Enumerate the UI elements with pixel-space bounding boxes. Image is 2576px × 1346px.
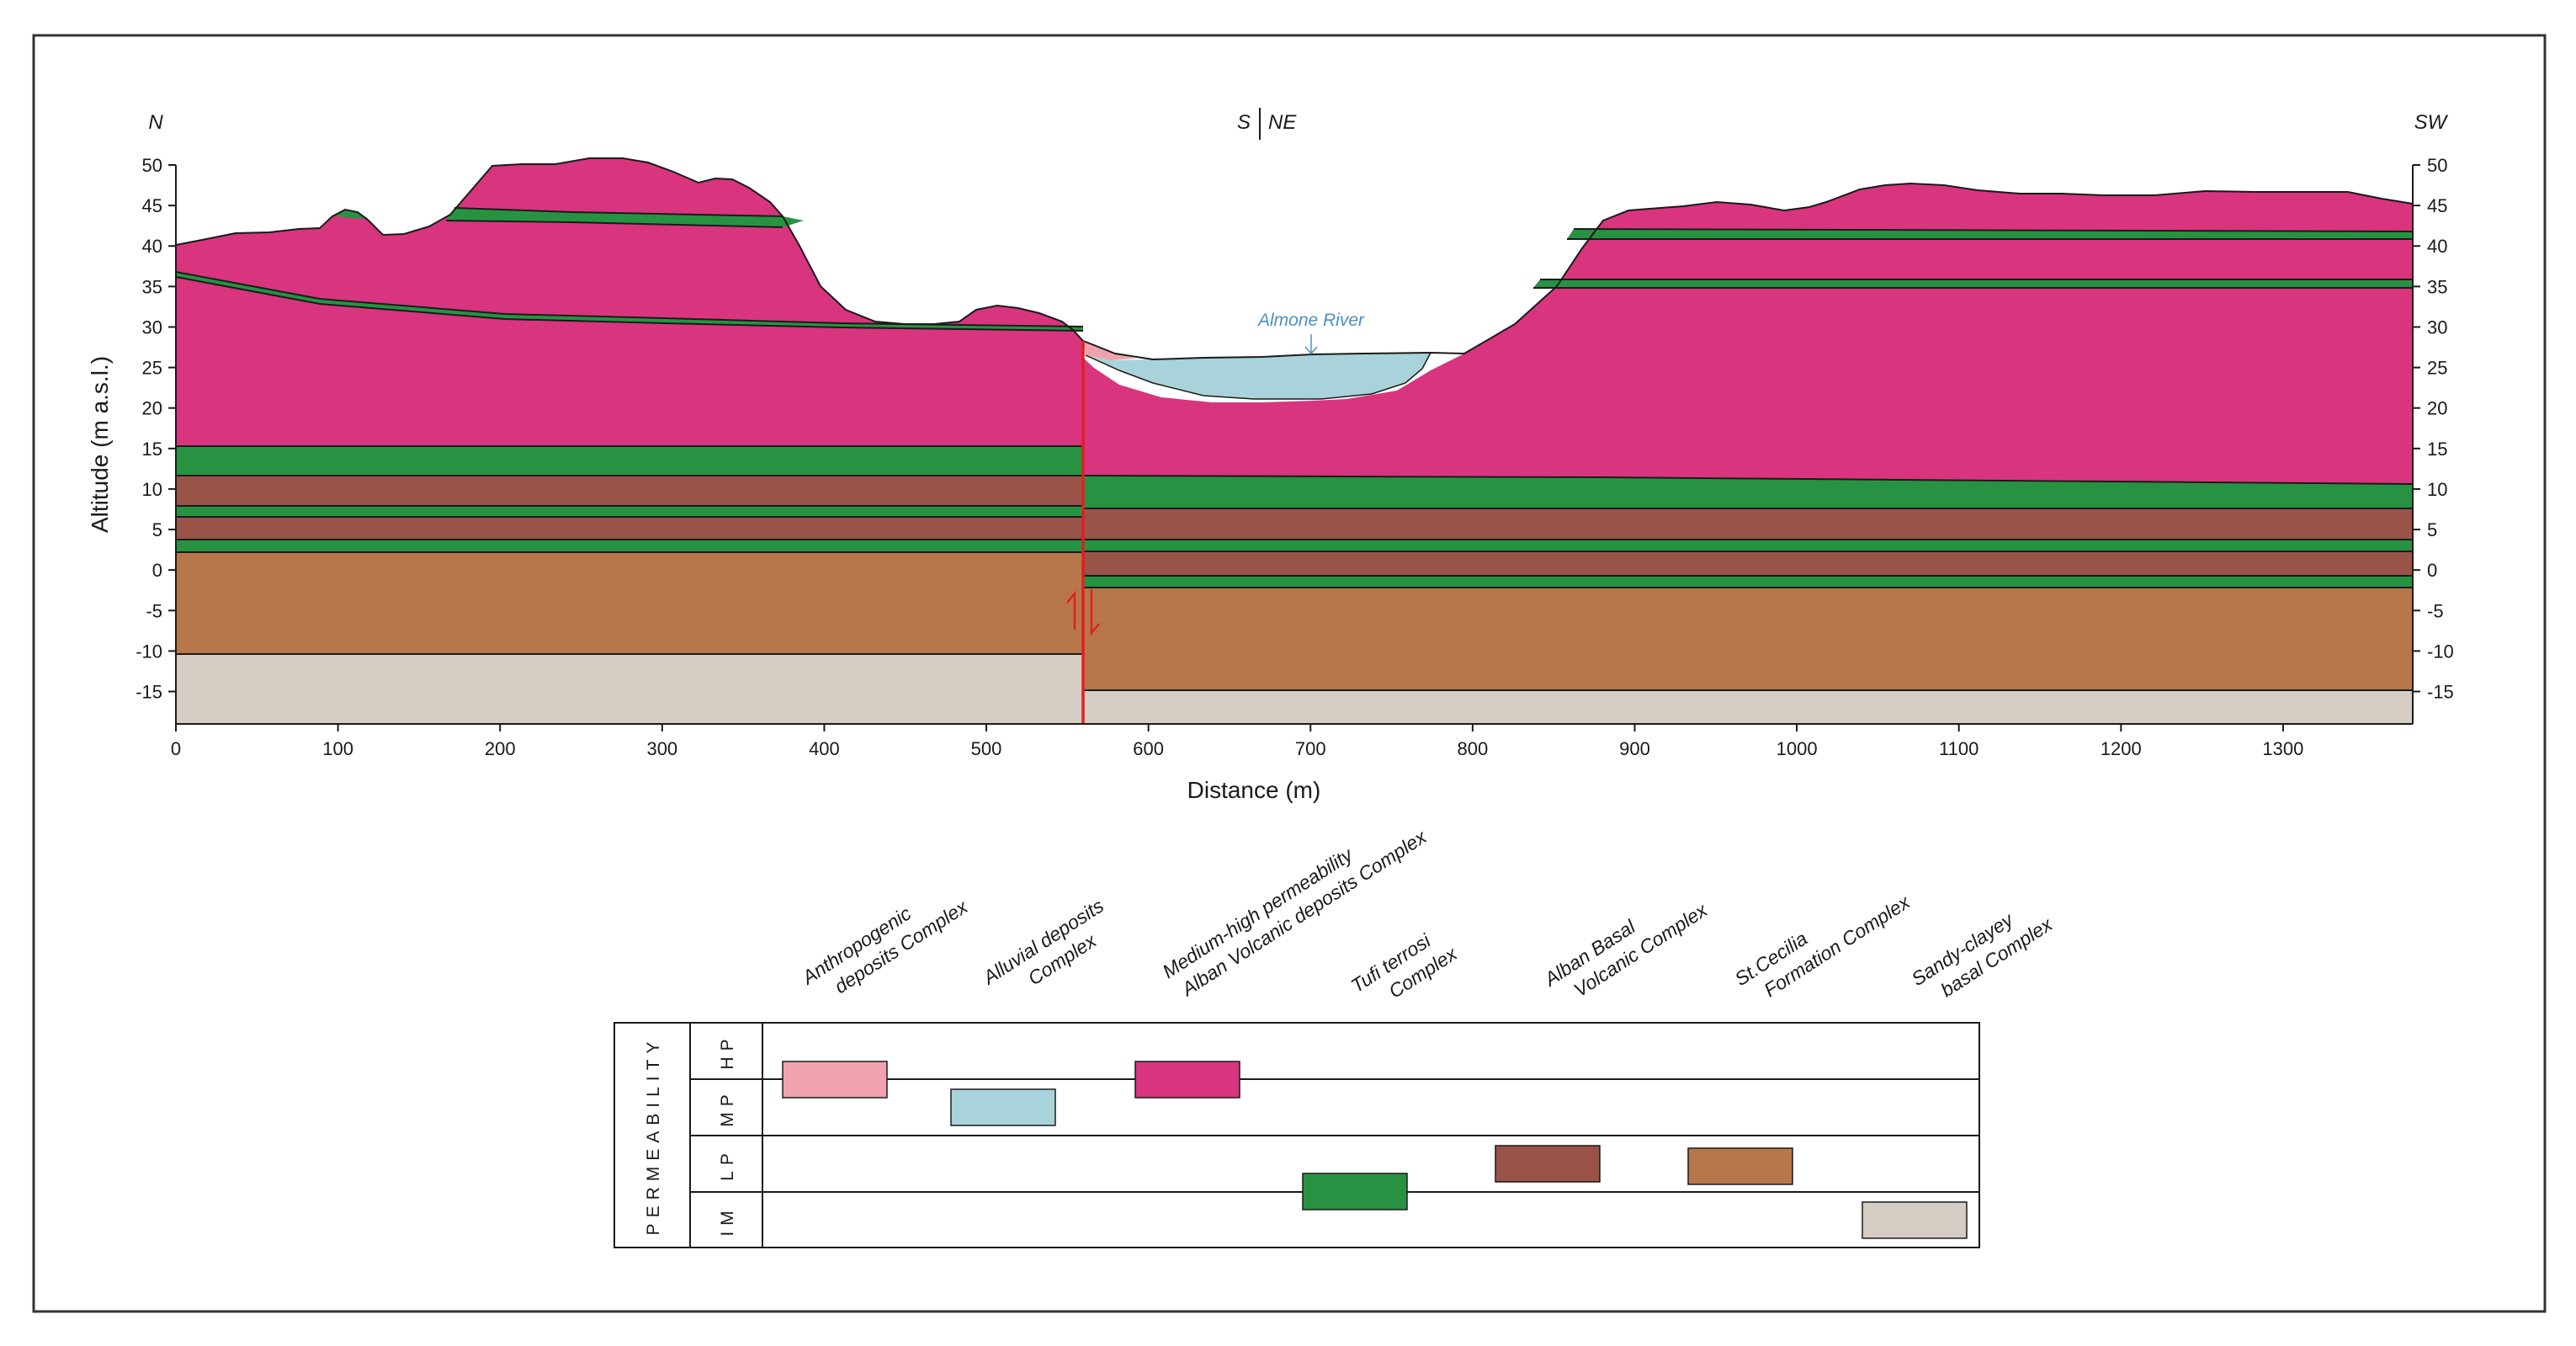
alban-basal-layer-right-low bbox=[1083, 551, 2413, 576]
fault bbox=[1066, 341, 1100, 724]
river-arrow-icon bbox=[1304, 334, 1318, 355]
y-tick-left-label: 35 bbox=[142, 276, 162, 297]
fault-arrow-down-icon bbox=[1090, 589, 1100, 636]
layer-outlines bbox=[175, 157, 2414, 691]
x-tick-label: 100 bbox=[322, 738, 353, 759]
tufi-layer-left-mid bbox=[176, 506, 1083, 517]
river-label: Almone River bbox=[1256, 311, 1365, 330]
legend-title-permeability: PERMEABILITY bbox=[644, 1036, 663, 1236]
legend-swatch-alluvial bbox=[950, 1088, 1056, 1126]
x-tick-label: 400 bbox=[809, 738, 840, 759]
tufi-layer-right-mid bbox=[1083, 540, 2413, 551]
y-tick-right-label: 20 bbox=[2427, 398, 2447, 419]
x-tick-label: 500 bbox=[971, 738, 1002, 759]
x-tick-label: 1100 bbox=[1939, 738, 1978, 759]
legend-swatch-medium-high bbox=[1134, 1061, 1240, 1099]
y-tick-left-label: 0 bbox=[152, 560, 162, 581]
medium-high-layer-left bbox=[176, 158, 1083, 446]
tufi-layer-right-high bbox=[1083, 476, 2413, 508]
permeability-legend-table: PERMEABILITY HP MP LP IM bbox=[613, 1022, 1980, 1248]
tufi-layer-left-high bbox=[176, 446, 1083, 476]
legend-row-lp: LP bbox=[718, 1147, 737, 1181]
st-cecilia-layer-right bbox=[1083, 588, 2413, 690]
y-tick-left-label: 10 bbox=[142, 479, 162, 500]
y-tick-left-label: 50 bbox=[142, 155, 162, 176]
y-tick-left-label: -5 bbox=[146, 600, 162, 621]
tufi-horizon-left-hill bbox=[446, 208, 804, 227]
x-axis-label: Distance (m) bbox=[1187, 777, 1321, 803]
y-tick-left-label: 25 bbox=[142, 358, 162, 379]
y-tick-right-label: 30 bbox=[2427, 317, 2447, 338]
legend-swatch-sandy-clayey bbox=[1862, 1201, 1968, 1239]
x-tick-label: 300 bbox=[646, 738, 677, 759]
sandy-clayey-layer-right bbox=[1083, 690, 2413, 724]
legend-row-im: IM bbox=[718, 1205, 737, 1236]
y-tick-right-label: 10 bbox=[2427, 479, 2447, 500]
y-tick-right-label: 40 bbox=[2427, 236, 2447, 257]
tufi-horizon-left-knob bbox=[332, 210, 369, 219]
y-tick-right-label: -15 bbox=[2427, 682, 2454, 703]
x-tick-label: 1300 bbox=[2262, 738, 2303, 759]
medium-high-layer-right bbox=[1083, 184, 2413, 484]
y-tick-left-label: 45 bbox=[142, 195, 162, 216]
alban-basal-layer-left-high bbox=[176, 476, 1083, 506]
y-tick-right-label: 50 bbox=[2427, 155, 2447, 176]
y-tick-right-label: 35 bbox=[2427, 276, 2447, 297]
y-tick-right-label: 45 bbox=[2427, 195, 2447, 216]
y-tick-left-label: 20 bbox=[142, 398, 162, 419]
y-tick-right-label: 25 bbox=[2427, 358, 2447, 379]
legend-row-mp: MP bbox=[718, 1088, 737, 1127]
fault-arrow-up-icon bbox=[1066, 590, 1076, 630]
y-tick-left-label: -15 bbox=[135, 682, 162, 703]
x-tick-label: 800 bbox=[1458, 738, 1489, 759]
y-tick-right-label: -5 bbox=[2427, 600, 2444, 621]
x-ticks: 0 100 200 300 400 500 600 700 800 900 1000 1100 1200… bbox=[171, 724, 2303, 759]
cross-section: Almone River bbox=[175, 157, 2414, 724]
x-tick-label: 1200 bbox=[2101, 738, 2142, 759]
alban-basal-layer-left-low bbox=[176, 517, 1083, 540]
x-tick-label: 1000 bbox=[1777, 738, 1818, 759]
y-tick-left-label: 40 bbox=[142, 236, 162, 257]
x-tick-label: 600 bbox=[1133, 738, 1164, 759]
tufi-layer-right-low bbox=[1083, 576, 2413, 588]
y-tick-left-label: 5 bbox=[152, 519, 162, 540]
y-axis-label: Altitude (m a.s.l.) bbox=[87, 356, 113, 533]
orientation-right: SW bbox=[2414, 111, 2449, 134]
y-tick-right-label: 15 bbox=[2427, 439, 2447, 460]
y-tick-right-label: 0 bbox=[2427, 560, 2437, 581]
y-tick-left-label: -10 bbox=[135, 641, 162, 662]
x-tick-label: 900 bbox=[1619, 738, 1650, 759]
legend-swatch-st-cecilia bbox=[1687, 1147, 1793, 1185]
alban-basal-layer-right-high bbox=[1083, 508, 2413, 540]
y-tick-right-label: -10 bbox=[2427, 641, 2454, 662]
orientation-left: N bbox=[148, 111, 163, 134]
legend-swatch-alban-basal bbox=[1495, 1145, 1601, 1183]
x-tick-label: 0 bbox=[171, 738, 181, 759]
y-tick-left-label: 15 bbox=[142, 439, 162, 460]
x-tick-label: 700 bbox=[1295, 738, 1326, 759]
tufi-horizon-left-dip bbox=[176, 272, 1083, 331]
legend-swatch-anthropogenic bbox=[782, 1061, 888, 1099]
legend-swatch-tufi bbox=[1302, 1173, 1408, 1210]
tufi-horizon-right-lower bbox=[1533, 279, 2413, 288]
orientation-center-left: S bbox=[1237, 111, 1251, 134]
legend-row-hp: HP bbox=[718, 1033, 737, 1069]
y-tick-left-label: 30 bbox=[142, 317, 162, 338]
st-cecilia-layer-left bbox=[176, 552, 1083, 654]
alluvial-outline bbox=[1085, 352, 1431, 400]
y-tick-right-label: 5 bbox=[2427, 519, 2437, 540]
tufi-layer-left-low bbox=[176, 540, 1083, 552]
x-tick-label: 200 bbox=[485, 738, 516, 759]
sandy-clayey-layer-left bbox=[176, 654, 1083, 724]
orientation-center-right: NE bbox=[1268, 111, 1297, 134]
